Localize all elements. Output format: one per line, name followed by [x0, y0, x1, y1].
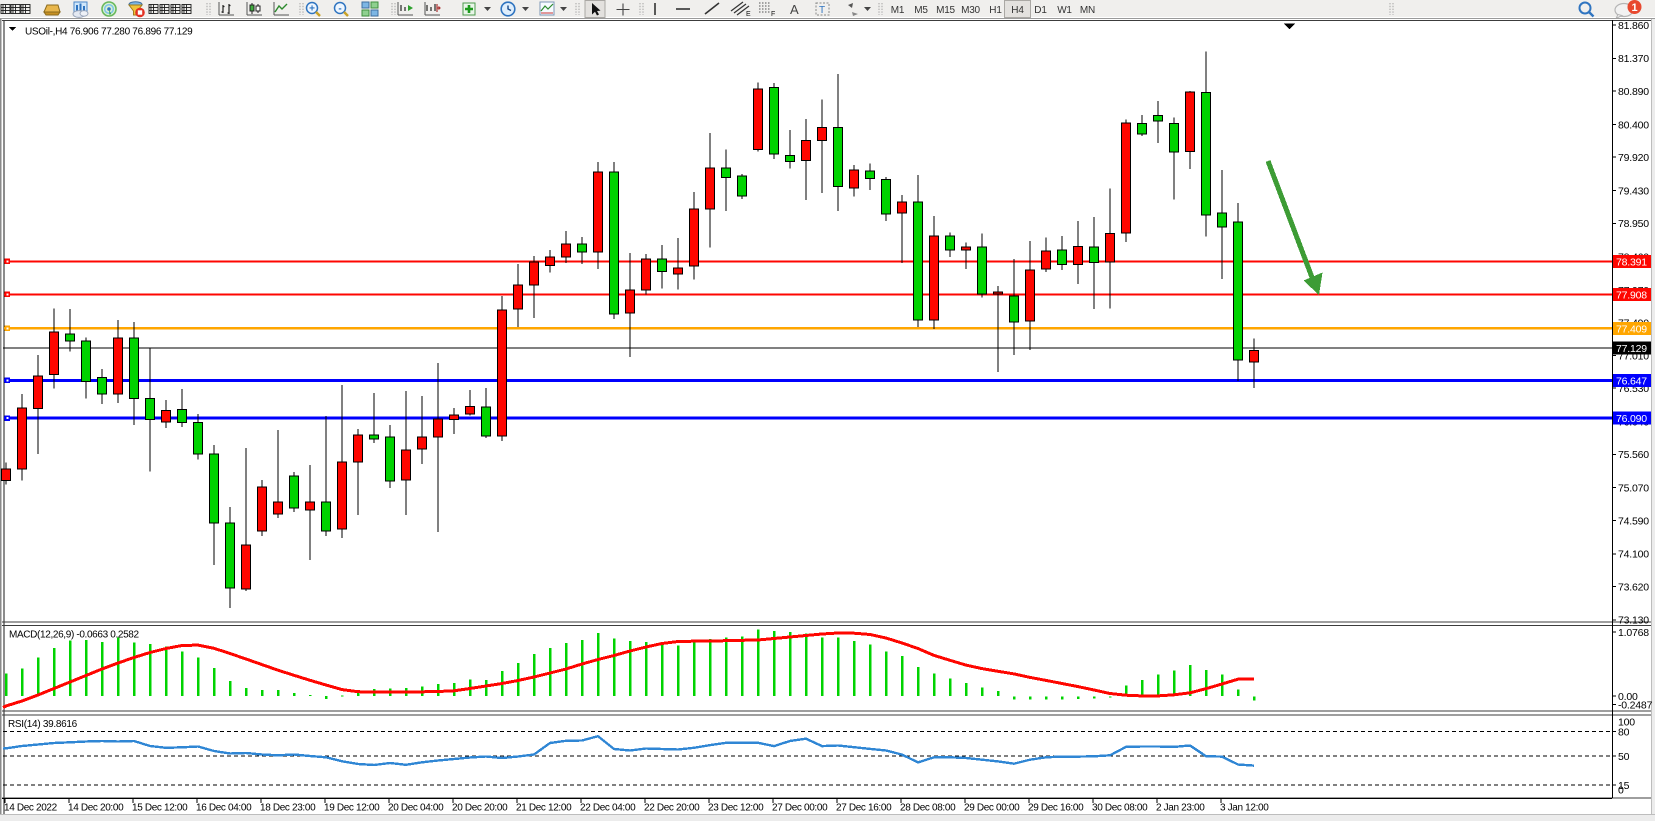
svg-text:79.920: 79.920	[1618, 152, 1649, 164]
svg-text:79.430: 79.430	[1618, 185, 1649, 197]
svg-text:M15: M15	[936, 5, 955, 16]
svg-text:75.560: 75.560	[1618, 449, 1649, 461]
svg-text:21 Dec 12:00: 21 Dec 12:00	[516, 803, 572, 814]
svg-text:-0.2487: -0.2487	[1618, 700, 1653, 712]
svg-text:USOil-,H4 76.906 77.280 76.89: USOil-,H4 76.906 77.280 76.896 77.129	[25, 27, 193, 38]
svg-text:77.908: 77.908	[1616, 289, 1647, 301]
svg-text:76.647: 76.647	[1616, 375, 1647, 387]
svg-text:81.370: 81.370	[1618, 53, 1649, 65]
svg-text:81.860: 81.860	[1618, 20, 1649, 32]
svg-text:1: 1	[1631, 2, 1637, 14]
svg-text:-: -	[338, 4, 341, 15]
svg-text:H4: H4	[1011, 5, 1024, 16]
svg-text:A: A	[790, 2, 799, 17]
svg-text:80.890: 80.890	[1618, 86, 1649, 98]
svg-text:RSI(14) 39.8616: RSI(14) 39.8616	[8, 719, 78, 730]
svg-text:1.0768: 1.0768	[1618, 627, 1649, 639]
svg-text:78.950: 78.950	[1618, 218, 1649, 230]
svg-text:E: E	[746, 11, 751, 18]
svg-text:T: T	[819, 5, 825, 16]
svg-text:MN: MN	[1080, 5, 1095, 16]
svg-text:27 Dec 00:00: 27 Dec 00:00	[772, 803, 828, 814]
svg-text:+: +	[309, 4, 315, 15]
svg-text:100: 100	[1618, 717, 1635, 729]
svg-text:73.130: 73.130	[1618, 615, 1649, 627]
svg-text:76.090: 76.090	[1616, 413, 1647, 425]
svg-text:M5: M5	[914, 5, 928, 16]
svg-text:H1: H1	[989, 5, 1002, 16]
svg-text:20 Dec 04:00: 20 Dec 04:00	[388, 803, 444, 814]
svg-text:29 Dec 16:00: 29 Dec 16:00	[1028, 803, 1084, 814]
svg-text:15 Dec 12:00: 15 Dec 12:00	[132, 803, 188, 814]
svg-text:80: 80	[1618, 727, 1630, 739]
svg-text:50: 50	[1618, 751, 1630, 763]
svg-text:20 Dec 20:00: 20 Dec 20:00	[452, 803, 508, 814]
svg-text:W1: W1	[1057, 5, 1072, 16]
svg-text:23 Dec 12:00: 23 Dec 12:00	[708, 803, 764, 814]
svg-text:16 Dec 04:00: 16 Dec 04:00	[196, 803, 252, 814]
svg-text:15: 15	[1618, 780, 1630, 792]
svg-text:75.070: 75.070	[1618, 483, 1649, 495]
svg-text:14 Dec 20:00: 14 Dec 20:00	[68, 803, 124, 814]
svg-text:73.620: 73.620	[1618, 581, 1649, 593]
svg-text:78.391: 78.391	[1616, 256, 1647, 268]
svg-text:D1: D1	[1034, 5, 1047, 16]
svg-text:2 Jan 23:00: 2 Jan 23:00	[1156, 803, 1205, 814]
svg-text:74.100: 74.100	[1618, 549, 1649, 561]
svg-text:MACD(12,26,9) -0.0663 0.2582: MACD(12,26,9) -0.0663 0.2582	[9, 630, 140, 641]
svg-text:80.400: 80.400	[1618, 119, 1649, 131]
svg-text:77.129: 77.129	[1616, 343, 1647, 355]
svg-text:29 Dec 00:00: 29 Dec 00:00	[964, 803, 1020, 814]
svg-text:18 Dec 23:00: 18 Dec 23:00	[260, 803, 316, 814]
svg-text:19 Dec 12:00: 19 Dec 12:00	[324, 803, 380, 814]
svg-text:22 Dec 04:00: 22 Dec 04:00	[580, 803, 636, 814]
svg-text:M30: M30	[961, 5, 980, 16]
svg-text:22 Dec 20:00: 22 Dec 20:00	[644, 803, 700, 814]
svg-text:14 Dec 2022: 14 Dec 2022	[4, 803, 58, 814]
svg-text:3 Jan 12:00: 3 Jan 12:00	[1220, 803, 1269, 814]
svg-text:77.409: 77.409	[1616, 323, 1647, 335]
svg-text:0.00: 0.00	[1618, 691, 1638, 703]
svg-text:74.590: 74.590	[1618, 515, 1649, 527]
svg-text:F: F	[771, 11, 775, 18]
svg-text:28 Dec 08:00: 28 Dec 08:00	[900, 803, 956, 814]
svg-text:0: 0	[1618, 784, 1624, 796]
svg-text:27 Dec 16:00: 27 Dec 16:00	[836, 803, 892, 814]
svg-text:M1: M1	[891, 5, 905, 16]
svg-text:30 Dec 08:00: 30 Dec 08:00	[1092, 803, 1148, 814]
